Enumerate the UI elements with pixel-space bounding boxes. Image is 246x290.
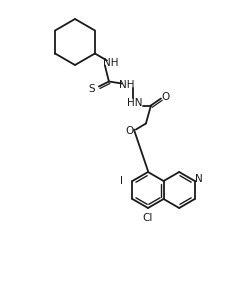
- Text: O: O: [162, 92, 170, 102]
- Text: O: O: [126, 126, 134, 137]
- Text: S: S: [89, 84, 95, 95]
- Text: Cl: Cl: [143, 213, 153, 223]
- Text: I: I: [120, 176, 123, 186]
- Text: N: N: [195, 174, 203, 184]
- Text: NH: NH: [119, 79, 135, 90]
- Text: NH: NH: [103, 57, 119, 68]
- Text: HN: HN: [127, 97, 143, 108]
